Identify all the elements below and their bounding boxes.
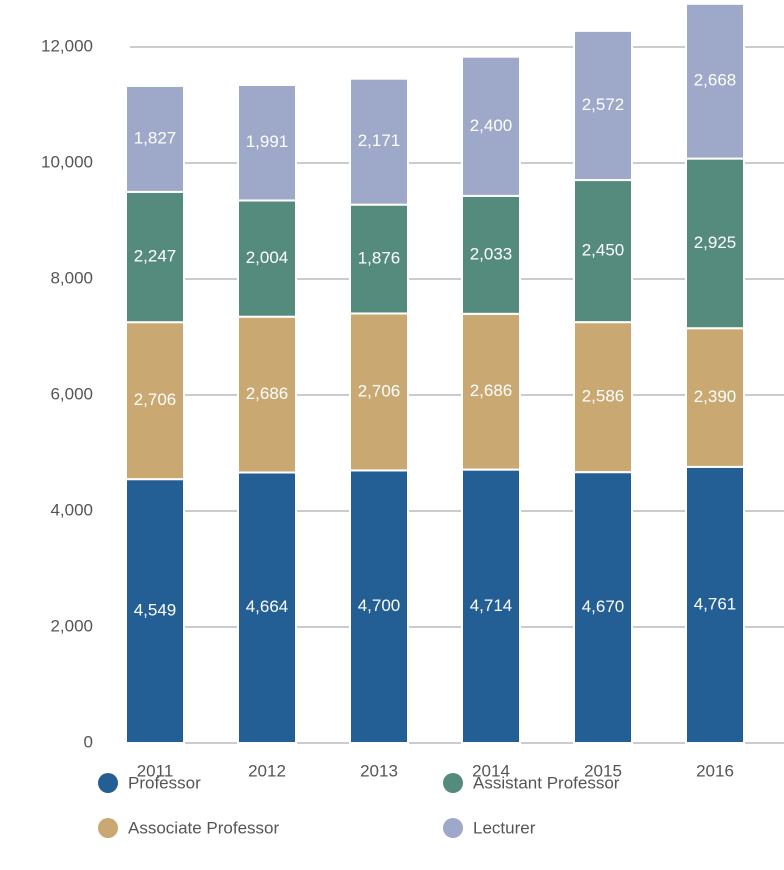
y-tick-label: 0 [84,732,93,751]
data-label: 4,670 [582,597,625,616]
data-label: 4,664 [246,597,289,616]
legend-marker [443,773,463,793]
bar-segment [349,469,409,744]
bar-segment [573,29,633,182]
x-tick-label: 2013 [360,761,398,780]
legend-label: Associate Professor [128,818,280,837]
bar-segment [349,203,409,315]
y-tick-label: 2,000 [50,616,93,635]
legend-marker [98,773,118,793]
legend-label: Professor [128,773,201,792]
y-tick-label: 6,000 [50,384,93,403]
data-label: 2,686 [246,384,289,403]
data-label: 4,714 [470,596,513,615]
data-label: 2,247 [134,247,177,266]
x-tick-label: 2012 [248,761,286,780]
bar-segment [237,471,297,744]
data-label: 2,572 [582,95,625,114]
data-label: 4,700 [358,596,401,615]
legend-marker [98,818,118,838]
bar-segment [237,83,297,202]
data-label: 4,761 [694,594,737,613]
bar-segment [461,468,521,744]
bar-segment [685,2,745,160]
data-label: 2,706 [134,390,177,409]
legend-label: Lecturer [473,818,536,837]
data-label: 2,004 [246,248,289,267]
bar-segment [237,315,297,474]
data-label: 1,876 [358,249,401,268]
x-tick-label: 2015 [584,761,622,780]
bar-segment [461,55,521,197]
bar-segment [125,321,185,481]
data-label: 2,925 [694,233,737,252]
legend-label: Assistant Professor [473,773,620,792]
bar-segment [573,321,633,474]
bar-segment [461,312,521,471]
bar-segment [125,84,185,193]
data-label: 2,033 [470,244,513,263]
bar-segment [125,190,185,324]
bar-segment [685,157,745,330]
data-label: 2,450 [582,241,625,260]
data-label: 2,668 [694,71,737,90]
y-tick-label: 12,000 [41,36,93,55]
data-label: 4,549 [134,601,177,620]
y-tick-label: 10,000 [41,152,93,171]
bar-segment [685,327,745,468]
data-label: 2,706 [358,381,401,400]
bar-segment [349,312,409,472]
data-label: 2,586 [582,387,625,406]
bar-segment [573,471,633,744]
data-label: 2,686 [470,381,513,400]
legend-marker [443,818,463,838]
data-label: 2,171 [358,131,401,150]
x-tick-label: 2016 [696,761,734,780]
bar-segment [685,465,745,744]
data-label: 1,991 [246,132,289,151]
bar-segment [349,77,409,206]
bar-segment [237,199,297,318]
data-label: 2,400 [470,116,513,135]
bar-segment [461,194,521,315]
x-tick-label: 2014 [472,761,510,780]
data-label: 1,827 [134,128,177,147]
y-tick-label: 4,000 [50,500,93,519]
bar-segment [573,179,633,324]
x-tick-label: 2011 [137,761,174,780]
data-label: 2,390 [694,387,737,406]
y-tick-label: 8,000 [50,268,93,287]
